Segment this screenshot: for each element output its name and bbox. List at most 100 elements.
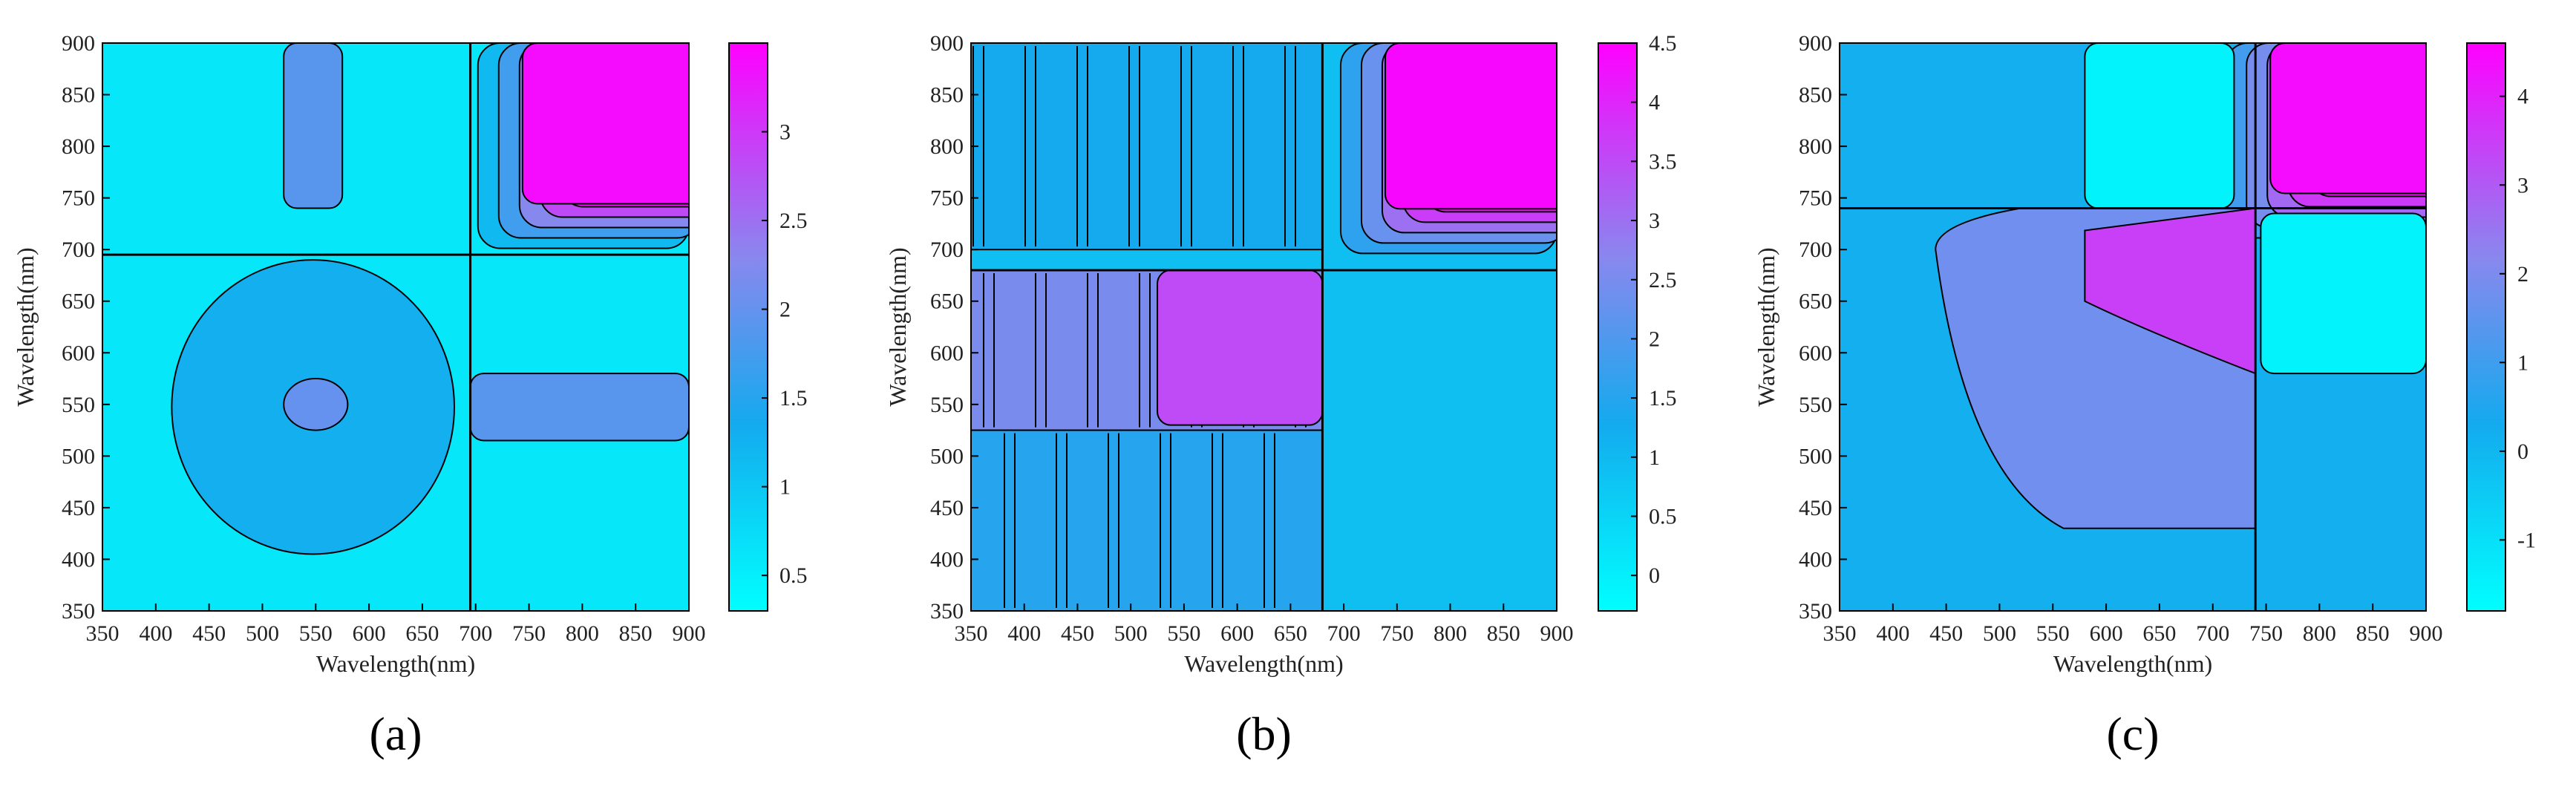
x-tick-label: 350 xyxy=(86,621,120,646)
y-tick-label: 900 xyxy=(930,31,964,56)
colorbar xyxy=(1598,42,1638,612)
x-tick-label: 550 xyxy=(2036,621,2070,646)
y-tick-label: 900 xyxy=(62,31,95,56)
contour-region xyxy=(283,43,344,209)
x-tick-label: 450 xyxy=(1929,621,1963,646)
y-tick-label: 500 xyxy=(1799,444,1832,468)
contour-region xyxy=(283,378,349,431)
x-tick-label: 400 xyxy=(139,621,172,646)
contour-region xyxy=(2260,212,2426,375)
colorbar-tick-label: 3 xyxy=(779,120,791,145)
y-tick-label: 650 xyxy=(930,289,964,314)
y-tick-label: 850 xyxy=(62,83,95,108)
y-tick-label: 900 xyxy=(1799,31,1832,56)
plot-frame xyxy=(102,42,690,612)
plot-frame xyxy=(1839,42,2427,612)
colorbar-tick-label: 0 xyxy=(1649,563,1660,588)
high-value-block xyxy=(521,43,689,205)
x-tick-label: 650 xyxy=(1274,621,1307,646)
x-tick-label: 450 xyxy=(192,621,226,646)
panel-label: (a) xyxy=(369,707,422,760)
y-tick-label: 350 xyxy=(62,599,95,624)
y-tick-label: 750 xyxy=(1799,186,1832,211)
x-tick-label: 550 xyxy=(1167,621,1200,646)
contour-region xyxy=(469,373,689,442)
contour-region xyxy=(1157,269,1324,426)
y-tick-label: 750 xyxy=(930,186,964,211)
colorbar-tick-label: 3 xyxy=(2517,173,2528,197)
colorbar-tick-label: 4 xyxy=(1649,91,1660,115)
colorbar-tick-label: -1 xyxy=(2517,528,2536,552)
chart-panel-c: 350 400 450 500 550 600 650 700 750 800 850 900 350 4… xyxy=(1753,31,2536,760)
x-tick-label: 400 xyxy=(1007,621,1041,646)
x-tick-label: 800 xyxy=(1434,621,1467,646)
colorbar-tick-label: 1.5 xyxy=(779,386,808,410)
colorbar-tick-label: 4.5 xyxy=(1649,31,1677,56)
colorbar-tick-label: 1 xyxy=(779,475,791,500)
y-tick-label: 400 xyxy=(930,547,964,572)
x-tick-label: 850 xyxy=(1487,621,1520,646)
x-tick-label: 700 xyxy=(2196,621,2229,646)
x-tick-label: 800 xyxy=(2303,621,2336,646)
colorbar xyxy=(2466,42,2506,612)
y-tick-label: 850 xyxy=(1799,83,1832,108)
contour-region xyxy=(971,43,1324,251)
y-tick-label: 450 xyxy=(1799,496,1832,520)
x-tick-label: 400 xyxy=(1876,621,1909,646)
x-tick-label: 750 xyxy=(2249,621,2283,646)
y-tick-label: 450 xyxy=(930,496,964,520)
colorbar-tick-label: 2.5 xyxy=(779,209,808,233)
colorbar-tick-label: 1 xyxy=(1649,445,1660,470)
y-tick-label: 400 xyxy=(62,547,95,572)
x-tick-label: 700 xyxy=(459,621,492,646)
y-tick-label: 850 xyxy=(930,83,964,108)
colorbar-tick-label: 3 xyxy=(1649,209,1660,233)
x-tick-label: 850 xyxy=(2356,621,2390,646)
x-tick-label: 650 xyxy=(405,621,439,646)
colorbar xyxy=(728,42,768,612)
colorbar-tick-label: 2 xyxy=(1649,327,1660,351)
y-tick-label: 650 xyxy=(1799,289,1832,314)
y-axis-label: Wavelength(nm) xyxy=(12,247,39,406)
y-tick-label: 550 xyxy=(930,393,964,417)
colorbar-tick-label: 1 xyxy=(2517,350,2528,375)
y-tick-label: 600 xyxy=(1799,341,1832,365)
high-value-block xyxy=(2269,43,2426,194)
y-tick-label: 350 xyxy=(1799,599,1832,624)
x-tick-label: 800 xyxy=(566,621,599,646)
chart-panel-a: 350 400 450 500 550 600 650 700 750 800 850 900 350 4… xyxy=(12,31,808,760)
y-tick-label: 800 xyxy=(62,134,95,159)
colorbar-tick-label: 0.5 xyxy=(779,563,808,588)
x-axis-label: Wavelength(nm) xyxy=(2053,650,2212,677)
colorbar-tick-label: 4 xyxy=(2517,85,2528,109)
y-tick-label: 500 xyxy=(930,444,964,468)
y-axis-label: Wavelength(nm) xyxy=(1753,247,1779,406)
y-tick-label: 650 xyxy=(62,289,95,314)
y-tick-label: 550 xyxy=(62,393,95,417)
contour-region xyxy=(2084,207,2257,375)
x-tick-label: 350 xyxy=(955,621,988,646)
y-tick-label: 400 xyxy=(1799,547,1832,572)
x-tick-label: 700 xyxy=(1327,621,1361,646)
y-tick-label: 450 xyxy=(62,496,95,520)
x-tick-label: 600 xyxy=(2090,621,2123,646)
colorbar-tick-label: 1.5 xyxy=(1649,386,1677,410)
x-tick-label: 600 xyxy=(1220,621,1254,646)
x-tick-label: 500 xyxy=(1983,621,2016,646)
y-tick-label: 600 xyxy=(62,341,95,365)
colorbar-tick-label: 3.5 xyxy=(1649,149,1677,174)
x-tick-label: 450 xyxy=(1061,621,1094,646)
y-tick-label: 350 xyxy=(930,599,964,624)
colorbar-tick-label: 2 xyxy=(2517,262,2528,287)
contour-region xyxy=(971,429,1324,611)
high-value-block xyxy=(1384,43,1557,210)
y-tick-label: 550 xyxy=(1799,393,1832,417)
y-tick-label: 750 xyxy=(62,186,95,211)
panel-label: (b) xyxy=(1236,707,1292,760)
x-axis-label: Wavelength(nm) xyxy=(316,650,475,677)
x-tick-label: 850 xyxy=(619,621,653,646)
y-axis-label: Wavelength(nm) xyxy=(884,247,911,406)
x-tick-label: 900 xyxy=(2410,621,2443,646)
y-tick-label: 600 xyxy=(930,341,964,365)
x-tick-label: 550 xyxy=(299,621,333,646)
